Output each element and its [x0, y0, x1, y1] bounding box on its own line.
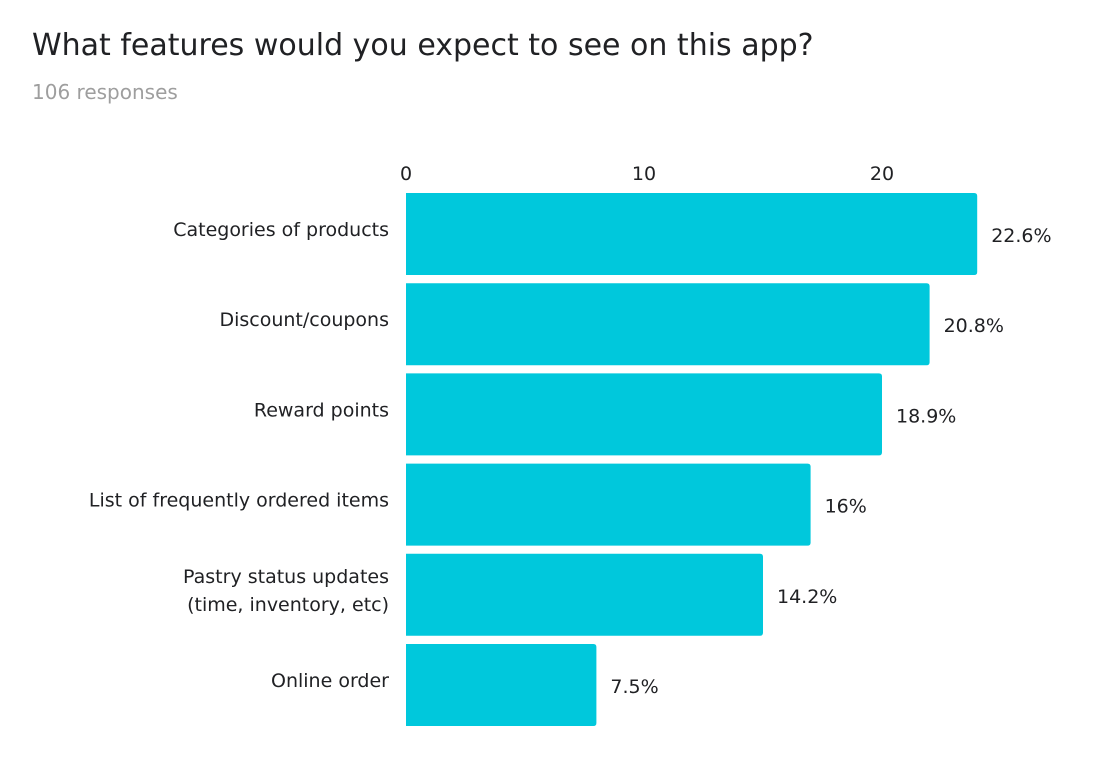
response-count: 106 responses [32, 80, 178, 104]
data-labels: 22.6% 20.8% 18.9% 16% 14.2% 7.5% [610, 225, 1051, 698]
category-labels: Categories of products Discount/coupons Re… [89, 219, 389, 692]
bar[interactable] [406, 283, 930, 366]
category-label: Pastry status updates (time, inventory, e… [183, 566, 389, 616]
category-label: Categories of products [173, 219, 389, 241]
bar[interactable] [406, 373, 882, 456]
x-tick-label: 0 [400, 163, 412, 185]
category-label: Reward points [254, 399, 389, 421]
data-label: 14.2% [777, 586, 837, 608]
bars [406, 193, 978, 726]
bar[interactable] [406, 553, 763, 636]
bar[interactable] [406, 193, 978, 275]
data-label: 7.5% [610, 676, 658, 698]
chart-header: What features would you expect to see on… [32, 26, 1072, 104]
data-label: 20.8% [944, 315, 1004, 337]
data-label: 16% [825, 496, 867, 518]
category-label: Online order [271, 670, 389, 692]
data-label: 22.6% [991, 225, 1051, 247]
x-tick-label: 10 [632, 163, 656, 185]
category-label: Discount/coupons [219, 309, 389, 331]
bar[interactable] [406, 644, 597, 726]
chart-title: What features would you expect to see on… [32, 28, 814, 63]
data-label: 18.9% [896, 405, 956, 427]
x-axis: 0 10 20 [400, 163, 894, 185]
x-tick-label: 20 [870, 163, 894, 185]
category-label: List of frequently ordered items [89, 490, 389, 512]
bar[interactable] [406, 463, 811, 546]
